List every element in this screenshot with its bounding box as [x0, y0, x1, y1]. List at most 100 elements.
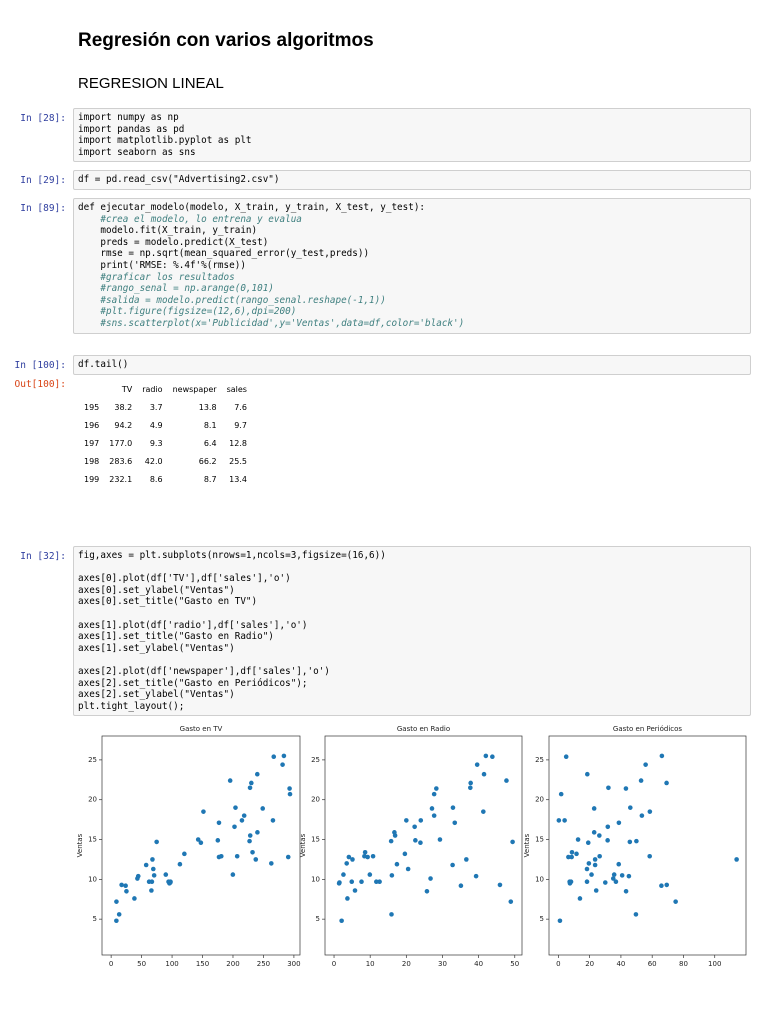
plot-frame: [324, 735, 523, 956]
point: [341, 872, 346, 877]
code-line: df = pd.read_csv("Advertising2.csv"): [78, 174, 280, 185]
y-tick-label: 15: [88, 836, 97, 844]
code-line: import seaborn as sns: [78, 146, 196, 158]
y-tick-label: 5: [93, 915, 97, 923]
code-line: axes[0].set_ylabel("Ventas"): [78, 584, 235, 596]
point: [149, 888, 154, 893]
point: [250, 849, 255, 855]
point: [195, 837, 201, 842]
point: [135, 876, 140, 881]
code-line: #crea el modelo, lo entrena y evalua: [78, 213, 302, 225]
point: [562, 818, 567, 823]
point: [253, 857, 259, 862]
point: [558, 791, 564, 797]
point: [216, 854, 222, 860]
y-tick-label: 10: [311, 875, 320, 883]
x-tick-label: 80: [679, 960, 688, 968]
point: [350, 857, 355, 862]
table-cell: 25.5: [229, 456, 247, 466]
code-line: import numpy as np: [78, 112, 179, 123]
x-tick-label: 0: [109, 960, 113, 968]
x-tick-label: 10: [366, 960, 375, 968]
table-cell: 42.0: [144, 456, 163, 466]
point: [458, 883, 464, 889]
point: [114, 899, 119, 904]
point: [452, 820, 458, 826]
x-tick-label: 300: [287, 960, 300, 968]
point: [563, 754, 569, 760]
point: [592, 857, 598, 862]
point: [388, 838, 394, 844]
code-line: df.tail(): [78, 359, 129, 370]
point: [370, 853, 376, 859]
code-line: import matplotlib.pyplot as plt: [78, 135, 252, 147]
point: [198, 840, 204, 846]
point: [464, 857, 469, 862]
row-index: 195: [84, 402, 100, 412]
point: [418, 840, 423, 846]
code-line: plt.tight_layout();: [78, 700, 185, 712]
point: [602, 880, 608, 885]
code-line: #sns.scatterplot(x='Publicidad',y='Venta…: [78, 317, 465, 329]
point: [163, 872, 169, 877]
point: [431, 791, 437, 797]
table-cell: 232.1: [109, 474, 133, 484]
point: [389, 873, 395, 878]
point: [557, 918, 563, 924]
point: [424, 888, 430, 894]
point: [394, 861, 400, 867]
point: [123, 883, 128, 889]
point: [585, 771, 590, 777]
x-tick-label: 0: [556, 960, 560, 968]
point: [616, 861, 622, 867]
x-tick-label: 40: [474, 960, 483, 968]
point: [734, 857, 739, 862]
x-tick-label: 0: [332, 960, 336, 968]
point: [592, 862, 598, 868]
point: [367, 872, 373, 877]
point: [269, 861, 274, 866]
row-index: 197: [84, 438, 100, 448]
point: [468, 780, 473, 786]
code-line: axes[1].set_title("Gasto en Radio"): [78, 631, 274, 643]
point: [616, 820, 622, 826]
point: [247, 785, 253, 791]
point: [568, 879, 574, 885]
point: [450, 862, 455, 868]
point: [352, 888, 358, 893]
y-tick-label: 20: [311, 796, 320, 804]
point: [481, 809, 486, 814]
y-tick-label: 5: [540, 915, 544, 923]
x-tick-label: 60: [648, 960, 657, 968]
point: [216, 820, 222, 826]
y-tick-label: 10: [88, 875, 97, 883]
in-prompt: In [89]:: [20, 203, 66, 214]
point: [287, 791, 293, 797]
code-cell: import numpy as np import pandas as pd imp…: [73, 108, 751, 163]
point: [365, 854, 370, 860]
plot-frame: [548, 735, 747, 956]
point: [119, 882, 124, 888]
point: [116, 912, 122, 917]
point: [611, 872, 617, 877]
point: [412, 824, 417, 830]
blank-line: [78, 608, 746, 620]
point: [504, 778, 509, 783]
point: [143, 862, 149, 868]
y-tick-label: 20: [535, 796, 544, 804]
x-tick-label: 20: [402, 960, 411, 968]
point: [574, 851, 579, 857]
table-cell: 283.6: [109, 456, 133, 466]
code-line: #plt.figure(figsize=(12,6),dpi=200): [78, 306, 297, 318]
header-row: TV radio newspaper sales: [78, 380, 247, 398]
y-axis-label: Ventas: [523, 833, 531, 857]
point: [606, 785, 611, 791]
point: [428, 876, 433, 881]
point: [377, 879, 382, 885]
chart-title: Gasto en Periódicos: [613, 725, 682, 733]
point: [255, 830, 260, 835]
point: [215, 838, 221, 843]
x-tick-label: 30: [438, 960, 447, 968]
out-prompt: Out[100]:: [14, 379, 66, 390]
point: [659, 753, 665, 759]
